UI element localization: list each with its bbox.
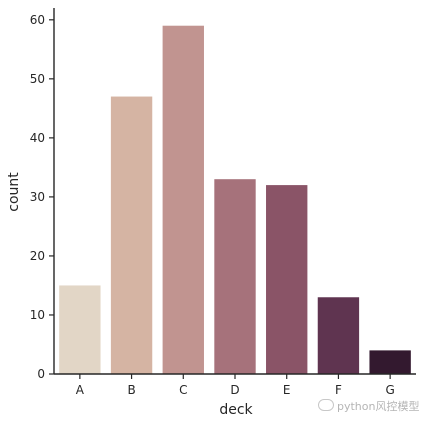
y-tick-label: 40 [30, 131, 45, 145]
watermark-text: python风控模型 [337, 400, 420, 413]
x-tick-label: E [283, 383, 291, 397]
bar-B [110, 96, 153, 374]
x-axis: A B C D E F G [54, 373, 416, 397]
y-tick-label: 20 [30, 249, 45, 263]
bar-G [369, 350, 411, 374]
x-tick-label: F [335, 383, 342, 397]
bars-group [59, 25, 411, 374]
y-tick-label: 50 [30, 72, 45, 86]
y-tick-label: 0 [37, 367, 45, 381]
bar-A [59, 285, 101, 374]
y-tick-label: 60 [30, 13, 45, 27]
watermark: python风控模型 [318, 398, 419, 414]
wechat-icon [318, 399, 334, 411]
y-tick-label: 10 [30, 308, 45, 322]
y-axis-title: count [6, 172, 22, 212]
x-tick-label: C [179, 383, 187, 397]
bar-E [266, 185, 308, 374]
y-axis: 0 10 20 30 40 50 60 [30, 8, 55, 381]
x-tick-label: G [385, 383, 394, 397]
bar-C [162, 25, 204, 374]
x-axis-title: deck [219, 402, 253, 418]
x-tick-label: B [127, 383, 135, 397]
x-tick-label: D [230, 383, 239, 397]
x-tick-label: A [76, 383, 85, 397]
y-tick-label: 30 [30, 190, 45, 204]
bar-F [317, 297, 360, 374]
bar-D [214, 179, 256, 374]
